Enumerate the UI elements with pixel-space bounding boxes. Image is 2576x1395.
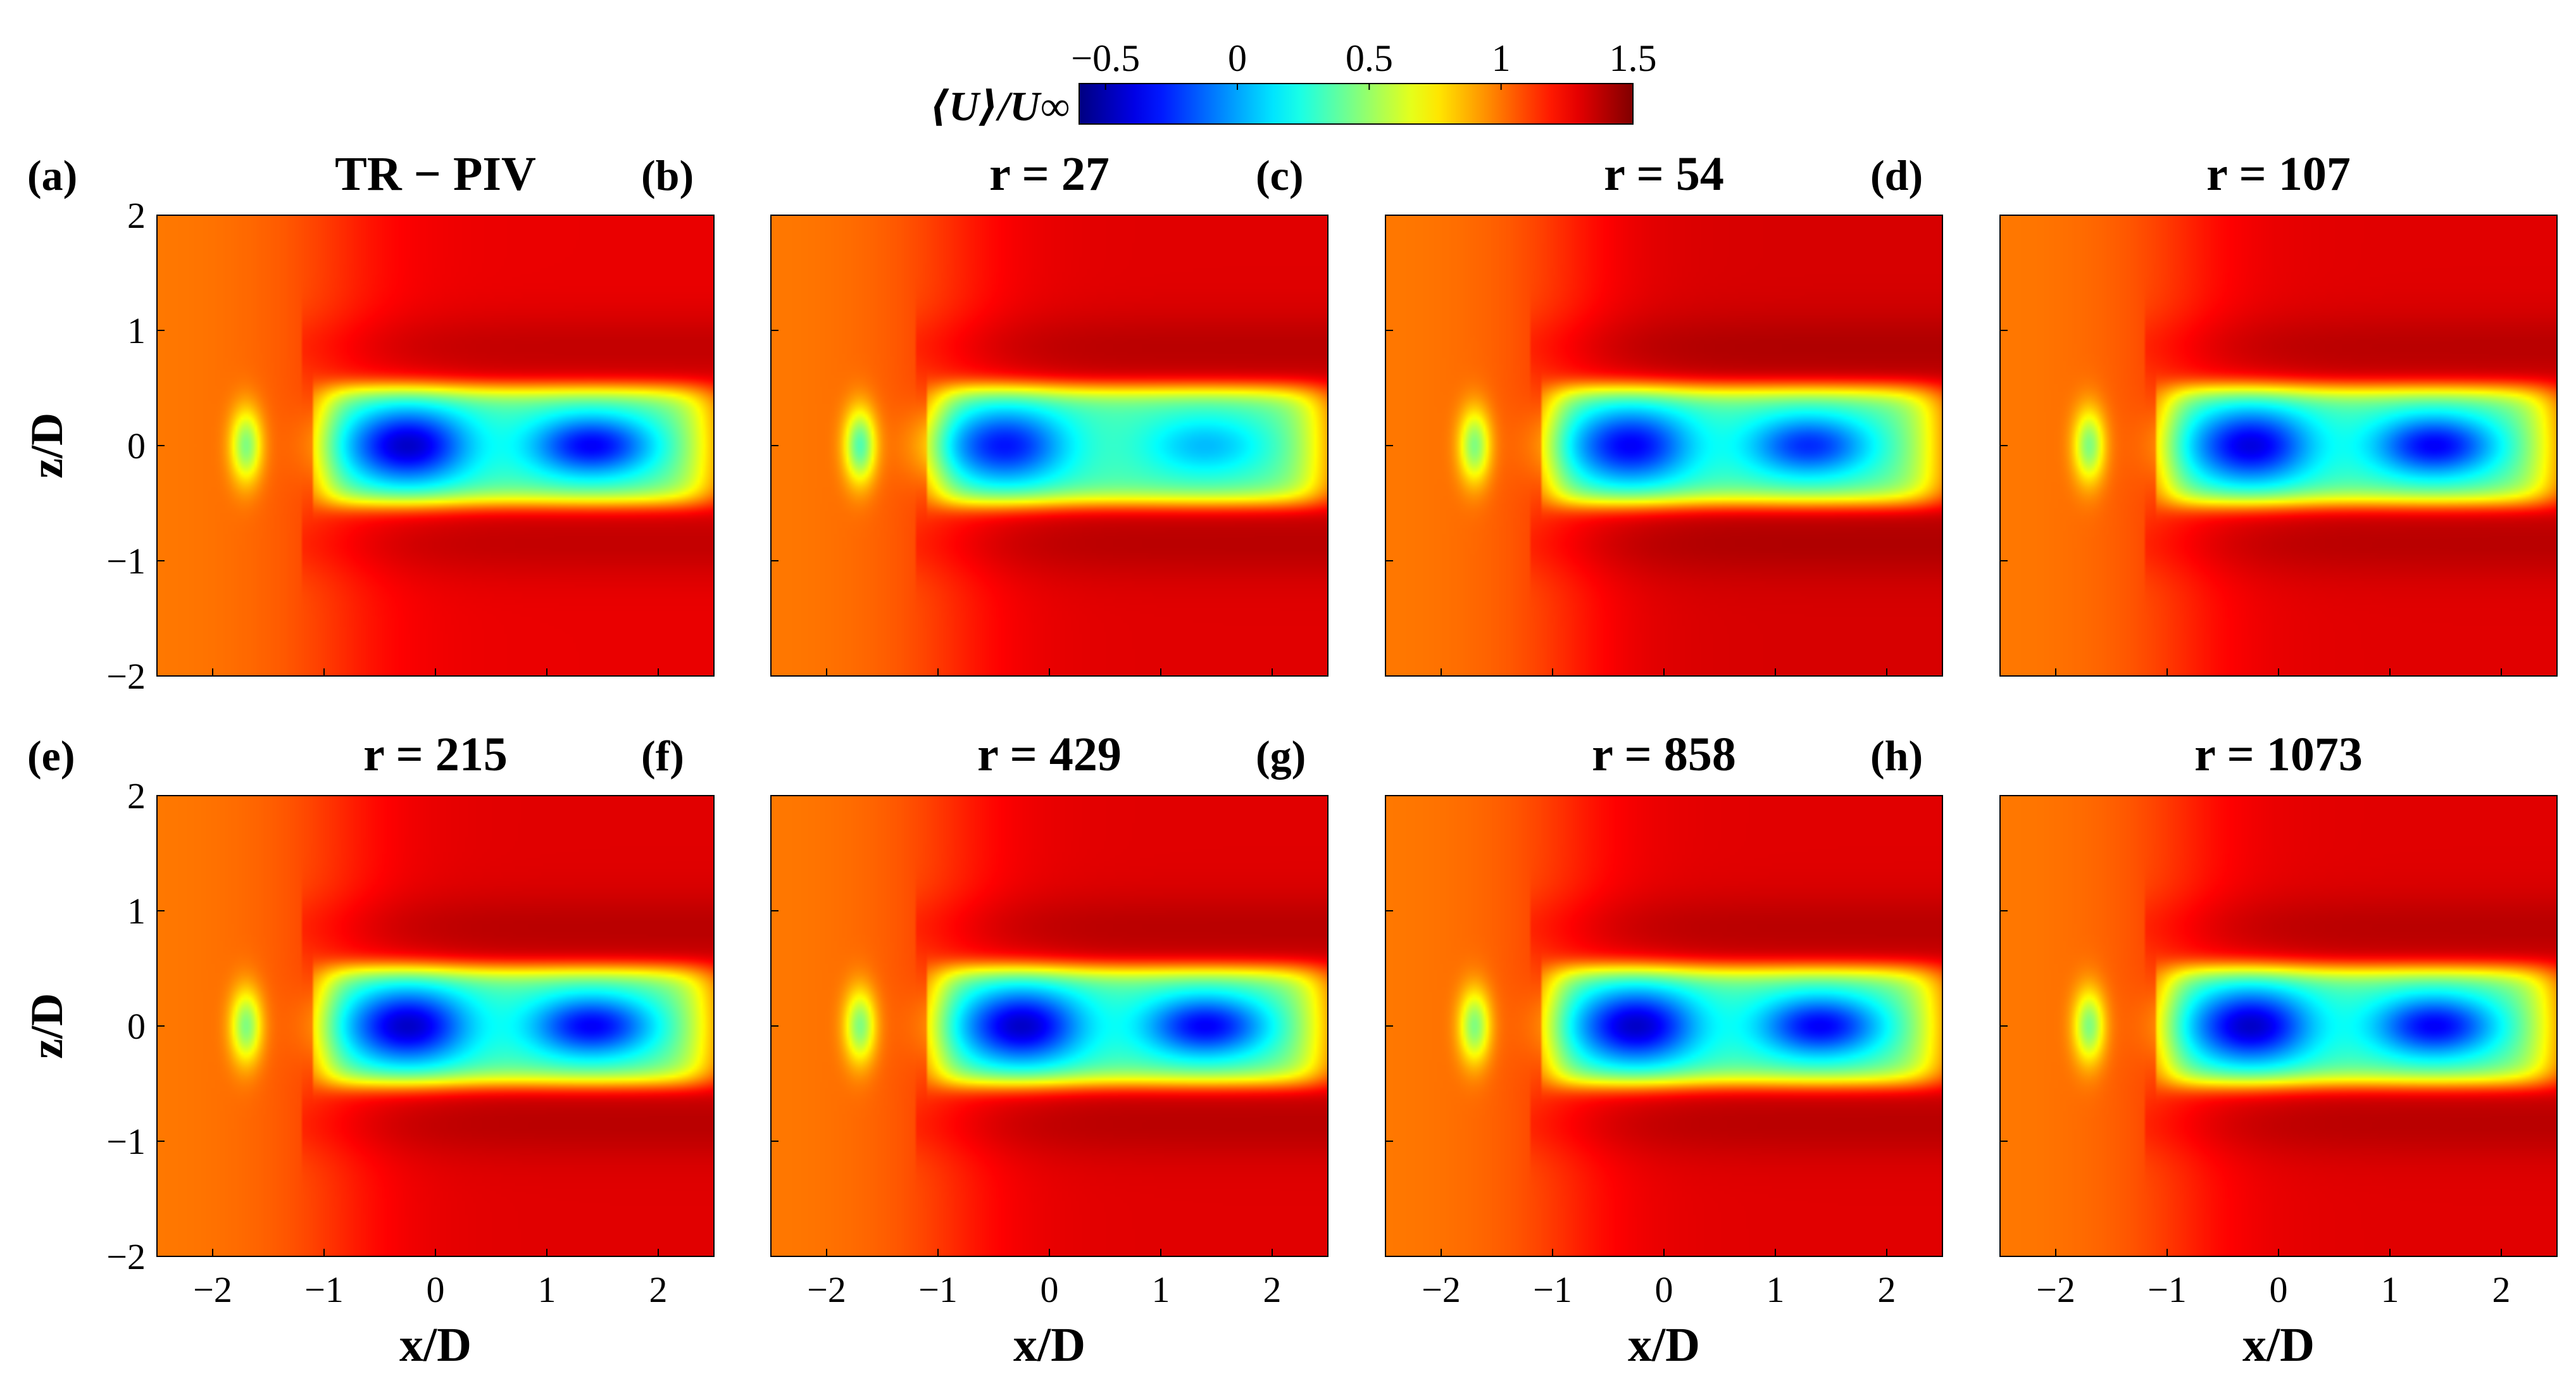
x-tick-label: 1: [1766, 1269, 1785, 1310]
x-axis-label: x/D: [1013, 1318, 1085, 1372]
heatmap-field: [1385, 215, 1942, 676]
x-tick-label: −1: [1533, 1269, 1572, 1310]
x-tick-label: 2: [2492, 1269, 2511, 1310]
x-tick-label: 1: [2381, 1269, 2399, 1310]
x-tick-label: −1: [2148, 1269, 2187, 1310]
y-tick-label: −2: [106, 656, 146, 697]
panel-label: (b): [641, 151, 694, 199]
panel-label: (h): [1870, 732, 1923, 780]
y-axis-label: z/D: [22, 413, 72, 479]
y-tick-label: 1: [127, 891, 146, 932]
colorbar-tick-label: 1.5: [1610, 37, 1657, 79]
x-tick-label: 1: [538, 1269, 556, 1310]
y-tick-label: 2: [127, 775, 146, 816]
panel-title: r = 429: [977, 728, 1122, 781]
colorbar-tick-label: 1: [1492, 37, 1511, 79]
panel-label: (a): [27, 151, 77, 199]
panel-label: (d): [1870, 151, 1923, 199]
panel-g: (g) r = 858 −2 −1 0 1 2 x/D: [1256, 728, 1943, 1372]
heatmap-field: [2000, 796, 2557, 1256]
y-tick-label: 0: [127, 425, 146, 466]
y-tick-label: 2: [127, 195, 146, 236]
colorbar-tick-label: 0.5: [1346, 37, 1393, 79]
y-tick-label: −1: [106, 541, 146, 582]
heatmap-field: [157, 215, 714, 676]
x-tick-label: 2: [1263, 1269, 1282, 1310]
heatmap-field: [771, 215, 1328, 676]
colorbar-tick-label: 0: [1228, 37, 1247, 79]
x-axis-label: x/D: [399, 1318, 472, 1372]
x-tick-label: 0: [427, 1269, 445, 1310]
colorbar-label: ⟨U⟩/U∞: [930, 84, 1070, 130]
heatmap-field: [1385, 796, 1942, 1256]
x-tick-label: −2: [1422, 1269, 1461, 1310]
panel-label: (c): [1256, 151, 1303, 199]
heatmap-field: [157, 796, 714, 1256]
panel-label: (e): [27, 732, 75, 780]
x-tick-label: 0: [1655, 1269, 1673, 1310]
x-tick-label: −2: [193, 1269, 232, 1310]
colorbar-gradient: [1079, 83, 1634, 125]
panel-title: r = 1073: [2194, 728, 2363, 781]
panel-h: (h) r = 1073 −2 −1 0 1 2 x/D: [1870, 728, 2558, 1372]
x-tick-label: −1: [918, 1269, 958, 1310]
y-axis-label: z/D: [22, 993, 72, 1059]
y-tick-label: −2: [106, 1236, 146, 1277]
x-axis-label: x/D: [2242, 1318, 2315, 1372]
panel-title: r = 215: [363, 728, 508, 781]
panel-b: (b) r = 27: [641, 147, 1329, 677]
x-tick-label: 2: [649, 1269, 668, 1310]
panel-title: r = 54: [1604, 147, 1724, 201]
panel-title: r = 107: [2206, 147, 2351, 201]
x-tick-label: 0: [2270, 1269, 2288, 1310]
panel-title: r = 27: [989, 147, 1110, 201]
heatmap-field: [771, 796, 1328, 1256]
panel-c: (c) r = 54: [1256, 147, 1943, 677]
heatmap-field: [2000, 215, 2557, 676]
panel-d: (d) r = 107: [1870, 147, 2558, 677]
panel-title: r = 858: [1592, 728, 1736, 781]
x-tick-label: 0: [1041, 1269, 1059, 1310]
x-tick-label: 2: [1878, 1269, 1896, 1310]
x-axis-label: x/D: [1628, 1318, 1700, 1372]
x-tick-label: −2: [807, 1269, 846, 1310]
panel-e: (e) r = 215 2 1 0 −1 −2 −2 −1 0 1 2 z/D x/D: [22, 728, 715, 1372]
x-tick-label: 1: [1152, 1269, 1170, 1310]
panel-label: (f): [641, 732, 684, 780]
y-tick-label: 1: [127, 310, 146, 351]
panel-label: (g): [1256, 732, 1306, 780]
y-tick-label: 0: [127, 1006, 146, 1047]
y-tick-label: −1: [106, 1121, 146, 1162]
colorbar-tick-label: −0.5: [1071, 37, 1140, 79]
x-tick-label: −2: [2036, 1269, 2075, 1310]
colorbar: −0.5 0 0.5 1 1.5 ⟨U⟩/U∞: [930, 37, 1657, 130]
panel-title: TR − PIV: [335, 147, 536, 201]
panel-f: (f) r = 429 −2 −1 0 1 2 x/D: [641, 728, 1329, 1372]
x-tick-label: −1: [304, 1269, 344, 1310]
panel-a: (a) TR − PIV 2 1 0 −1 −2 z/D: [22, 147, 715, 697]
